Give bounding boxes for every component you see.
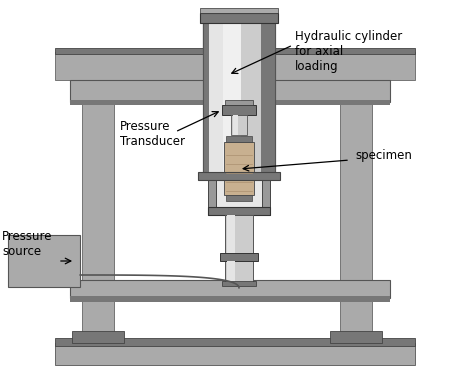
Text: Hydraulic cylinder
for axial
loading: Hydraulic cylinder for axial loading <box>295 30 402 73</box>
Bar <box>226 100 252 180</box>
Bar <box>55 48 415 54</box>
Bar <box>72 75 124 90</box>
Bar <box>261 15 275 175</box>
Bar <box>220 253 258 261</box>
Bar <box>203 10 273 52</box>
Bar <box>225 215 253 255</box>
Bar <box>225 100 253 105</box>
Bar <box>224 142 254 195</box>
Bar <box>70 100 390 105</box>
Bar <box>203 15 275 175</box>
Bar <box>209 15 223 175</box>
Bar <box>208 207 270 215</box>
Bar <box>226 195 252 201</box>
Bar <box>200 8 278 13</box>
Bar <box>70 280 390 298</box>
Text: Pressure
Transducer: Pressure Transducer <box>120 120 185 148</box>
Bar <box>8 235 80 287</box>
Bar <box>70 80 390 102</box>
Bar <box>72 331 124 343</box>
Text: Pressure
source: Pressure source <box>2 230 53 258</box>
Bar <box>228 100 236 180</box>
Bar <box>203 15 275 175</box>
Bar <box>262 105 270 215</box>
Bar <box>241 15 261 175</box>
Bar <box>208 105 216 215</box>
Bar <box>233 115 238 135</box>
Bar <box>340 73 372 343</box>
Bar <box>225 261 253 282</box>
Bar <box>216 113 262 207</box>
Text: specimen: specimen <box>355 148 412 161</box>
Bar <box>198 172 280 180</box>
Bar <box>200 13 278 23</box>
Bar <box>227 261 235 282</box>
Bar <box>222 105 256 115</box>
Bar <box>82 73 114 343</box>
Bar <box>70 296 390 302</box>
Bar <box>330 331 382 343</box>
Bar <box>231 115 247 135</box>
Bar <box>55 338 415 346</box>
Bar <box>203 15 209 175</box>
Bar <box>226 136 252 142</box>
Bar <box>222 281 256 286</box>
Bar <box>208 103 270 113</box>
Bar <box>223 15 241 175</box>
Bar <box>330 75 382 90</box>
Bar <box>227 215 235 255</box>
Bar <box>55 52 415 80</box>
Bar <box>55 343 415 365</box>
